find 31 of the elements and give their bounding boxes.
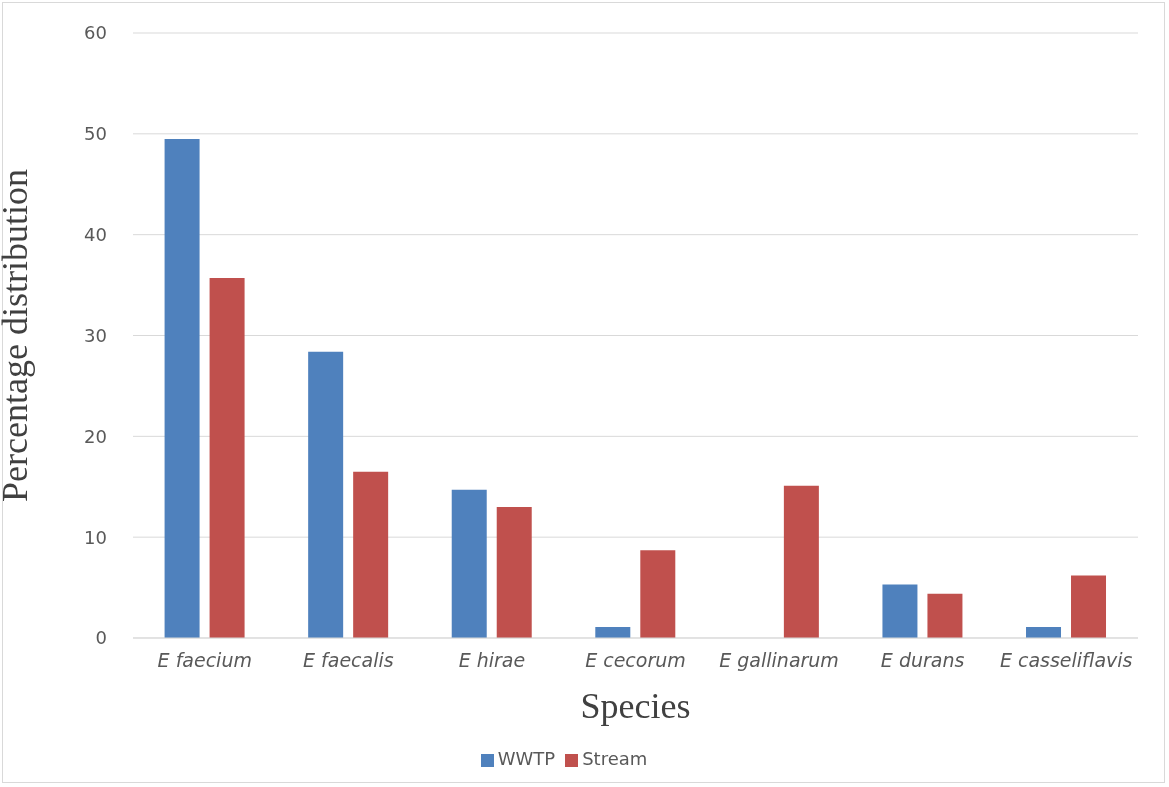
y-tick-label: 20 xyxy=(84,425,107,447)
bar xyxy=(640,550,676,638)
y-tick-label: 0 xyxy=(95,627,107,649)
y-axis-title: Percentage distribution xyxy=(0,169,35,502)
x-tick-label: E hirae xyxy=(458,649,526,672)
x-tick-label: E gallinarum xyxy=(719,649,839,672)
bar xyxy=(209,278,245,638)
x-tick-label: E faecalis xyxy=(303,649,394,672)
legend-label: Stream xyxy=(582,748,648,769)
bar xyxy=(595,626,631,638)
bar xyxy=(496,506,532,638)
x-tick-label: E faecium xyxy=(157,649,252,672)
x-tick-label: E durans xyxy=(880,649,965,672)
bar xyxy=(164,138,200,638)
y-tick-label: 40 xyxy=(84,224,107,246)
bar xyxy=(1071,575,1107,638)
bar xyxy=(927,593,963,638)
y-tick-label: 30 xyxy=(84,324,107,346)
y-tick-label: 50 xyxy=(84,123,107,145)
x-axis-title: Species xyxy=(580,686,691,726)
bar xyxy=(308,351,344,638)
bar xyxy=(353,471,389,638)
y-tick-label: 60 xyxy=(84,22,107,44)
legend-label: WWTP xyxy=(497,748,556,769)
bar xyxy=(783,485,819,638)
x-tick-label: E cecorum xyxy=(585,649,686,672)
bar xyxy=(1026,626,1062,638)
x-tick-label: E casseliflavis xyxy=(999,649,1133,672)
y-tick-label: 10 xyxy=(84,526,107,548)
bar xyxy=(882,584,918,638)
bar xyxy=(451,489,487,638)
